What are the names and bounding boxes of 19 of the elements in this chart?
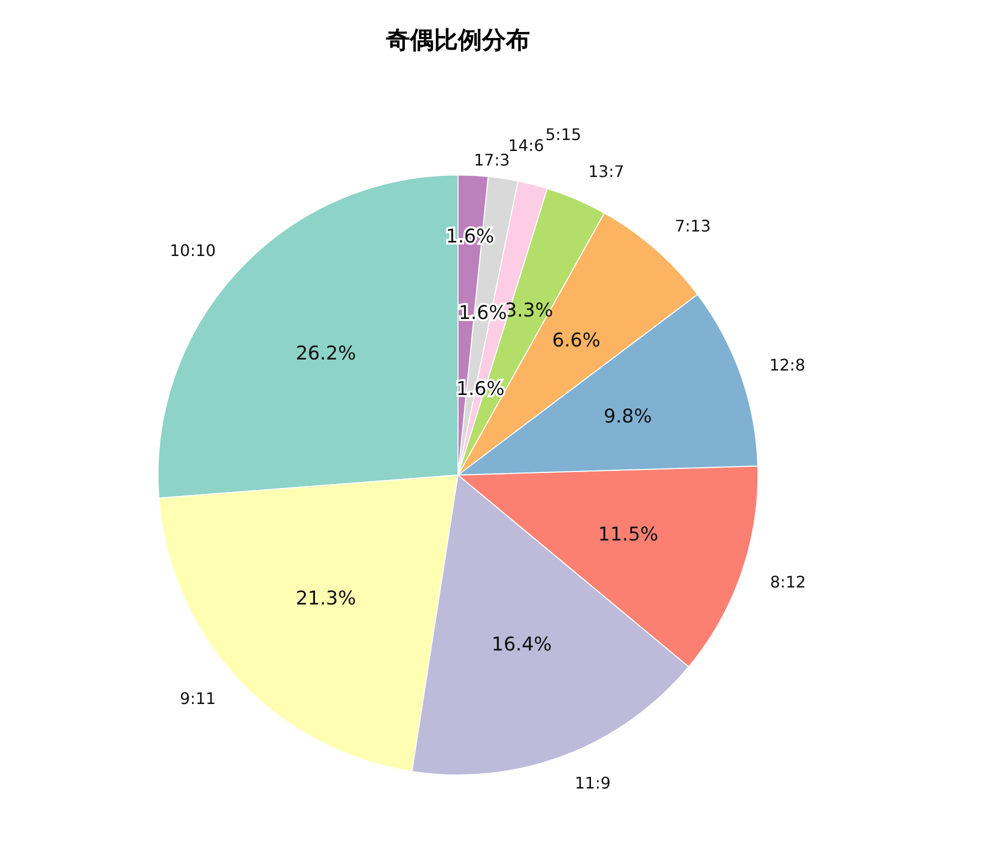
slice-label: 14:6	[508, 136, 544, 155]
slice-label: 5:15	[545, 125, 582, 144]
data-label: 16.4%	[492, 633, 552, 656]
slice-label: 7:13	[674, 216, 711, 236]
slice-label: 9:11	[180, 689, 216, 708]
data-label: 9.8%	[604, 405, 652, 428]
slice-label: 11:9	[574, 774, 611, 793]
data-label: 6.6%	[552, 329, 600, 352]
data-label: 21.3%	[296, 587, 356, 610]
chart-title: 奇偶比例分布	[385, 26, 530, 54]
data-label: 1.6%	[456, 378, 505, 400]
slice-label: 10:10	[170, 240, 216, 260]
slice-label: 13:7	[588, 162, 624, 181]
data-label: 1.6%	[458, 302, 507, 324]
slice-label: 17:3	[474, 150, 510, 170]
slice-label: 12:8	[769, 356, 806, 375]
slice-label: 8:12	[770, 572, 806, 592]
data-label: 26.2%	[296, 342, 356, 365]
data-label: 11.5%	[598, 524, 658, 546]
